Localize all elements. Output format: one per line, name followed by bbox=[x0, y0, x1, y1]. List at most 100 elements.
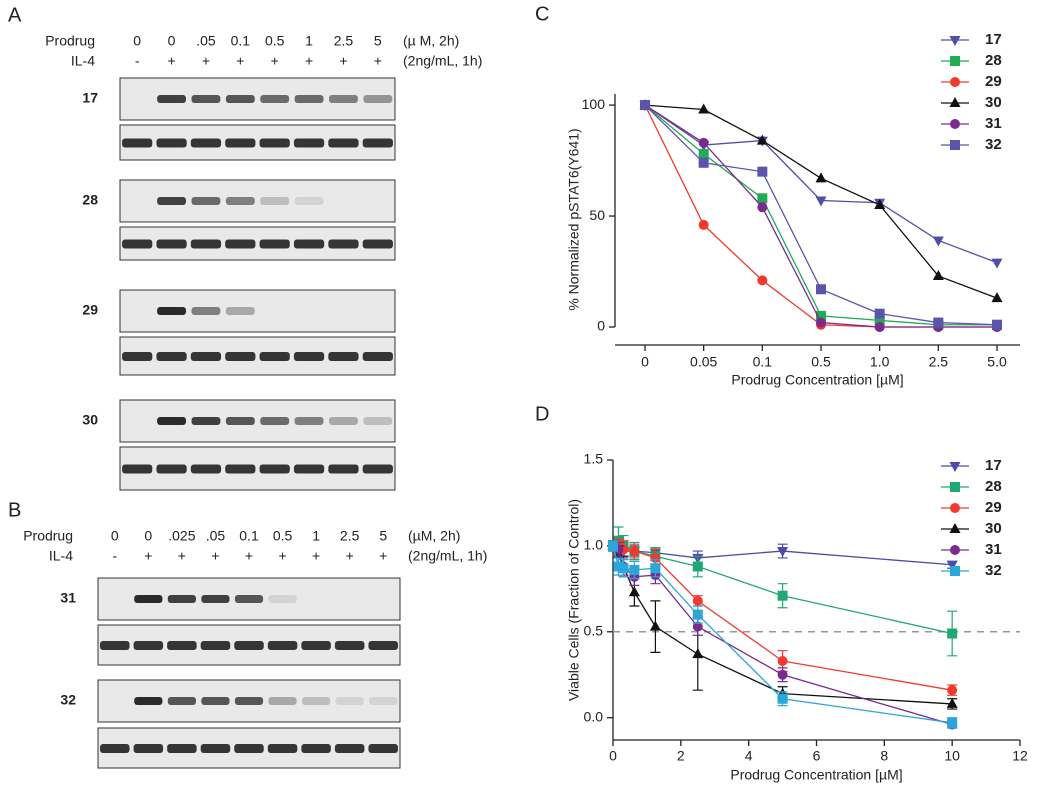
marker bbox=[874, 315, 885, 326]
il4-sign: + bbox=[374, 53, 382, 69]
x-tick-label: 8 bbox=[880, 748, 888, 764]
marker bbox=[874, 322, 885, 332]
band bbox=[335, 697, 364, 705]
marker bbox=[816, 284, 826, 295]
band bbox=[234, 595, 264, 603]
marker bbox=[777, 693, 788, 704]
band bbox=[201, 595, 230, 603]
marker bbox=[629, 564, 640, 575]
legend-label: 28 bbox=[985, 52, 1002, 69]
unit-label: (µM, 2h) bbox=[408, 528, 460, 544]
band bbox=[190, 464, 222, 474]
marker bbox=[949, 36, 961, 46]
il4-sign: + bbox=[236, 53, 244, 69]
il4-sign: + bbox=[339, 53, 347, 69]
marker bbox=[950, 140, 960, 150]
marker bbox=[692, 561, 703, 572]
marker bbox=[947, 685, 958, 696]
marker bbox=[991, 258, 1003, 269]
band bbox=[268, 697, 297, 705]
band bbox=[260, 417, 290, 425]
band bbox=[329, 95, 358, 103]
row-label: IL-4 bbox=[71, 53, 95, 69]
band bbox=[293, 352, 325, 361]
x-tick-label: 2 bbox=[677, 748, 685, 764]
dose-label: 5 bbox=[374, 33, 382, 49]
compound-label: 31 bbox=[60, 590, 76, 606]
band bbox=[234, 744, 264, 753]
marker bbox=[650, 552, 661, 563]
legend-label: 30 bbox=[985, 94, 1002, 111]
compound-label: 29 bbox=[82, 302, 98, 318]
marker bbox=[815, 196, 827, 207]
band bbox=[259, 352, 290, 361]
panel-label: B bbox=[8, 499, 21, 521]
row-label: Prodrug bbox=[45, 33, 95, 49]
band bbox=[259, 138, 290, 148]
band bbox=[157, 197, 186, 205]
marker bbox=[950, 566, 960, 576]
il4-sign: + bbox=[278, 548, 286, 564]
marker bbox=[949, 462, 961, 472]
marker bbox=[932, 236, 944, 247]
panel-label: C bbox=[535, 3, 549, 25]
x-tick-label: 5.0 bbox=[987, 354, 1007, 370]
legend-label: 17 bbox=[985, 457, 1002, 474]
marker bbox=[777, 655, 788, 666]
legend-label: 17 bbox=[985, 31, 1002, 48]
band bbox=[156, 464, 187, 474]
band bbox=[363, 417, 393, 425]
marker bbox=[777, 547, 789, 558]
il4-sign: + bbox=[178, 548, 186, 564]
marker bbox=[932, 269, 944, 280]
band bbox=[368, 641, 398, 650]
marker bbox=[816, 317, 826, 328]
band bbox=[234, 641, 264, 650]
band bbox=[259, 464, 290, 474]
band bbox=[200, 641, 231, 650]
row-label: IL-4 bbox=[49, 548, 73, 564]
band bbox=[294, 417, 324, 425]
band bbox=[302, 697, 331, 705]
dose-label: 5 bbox=[379, 528, 387, 544]
band bbox=[369, 697, 398, 705]
marker bbox=[692, 621, 703, 632]
band bbox=[134, 595, 163, 603]
band bbox=[328, 239, 359, 249]
y-tick-label: 100 bbox=[582, 96, 606, 112]
marker bbox=[692, 648, 704, 659]
band bbox=[190, 239, 222, 249]
marker bbox=[777, 669, 788, 680]
dose-label: 0 bbox=[111, 528, 119, 544]
marker bbox=[756, 134, 768, 145]
legend-label: 32 bbox=[985, 562, 1002, 579]
dose-label: 2.5 bbox=[334, 33, 354, 49]
unit-label: (2ng/mL, 1h) bbox=[408, 548, 487, 564]
x-tick-label: 0 bbox=[641, 354, 649, 370]
marker bbox=[874, 308, 885, 319]
dose-label: 0.5 bbox=[273, 528, 293, 544]
band bbox=[328, 138, 359, 148]
marker bbox=[950, 56, 960, 66]
band bbox=[293, 138, 325, 148]
x-tick-label: 1.0 bbox=[870, 354, 890, 370]
marker bbox=[629, 546, 640, 557]
band bbox=[259, 239, 290, 249]
marker bbox=[698, 219, 709, 230]
compound-label: 17 bbox=[82, 90, 98, 106]
band bbox=[329, 417, 358, 425]
y-axis-label: Viable Cells (Fraction of Control) bbox=[566, 499, 582, 701]
y-tick-label: 0.0 bbox=[584, 708, 604, 724]
band bbox=[267, 744, 298, 753]
compound-label: 32 bbox=[60, 692, 76, 708]
il4-sign: - bbox=[112, 548, 117, 564]
band bbox=[157, 417, 186, 425]
marker bbox=[757, 275, 768, 286]
band bbox=[294, 95, 324, 103]
band bbox=[133, 744, 164, 753]
marker bbox=[949, 523, 961, 533]
y-tick-label: 1.5 bbox=[584, 451, 604, 467]
il4-sign: + bbox=[379, 548, 387, 564]
chart: D 0.0 0.5 1.0 1.5 0 2 4 6 8 10 12 Prodrug Concentrat… bbox=[535, 403, 1028, 782]
legend-label: 30 bbox=[985, 520, 1002, 537]
